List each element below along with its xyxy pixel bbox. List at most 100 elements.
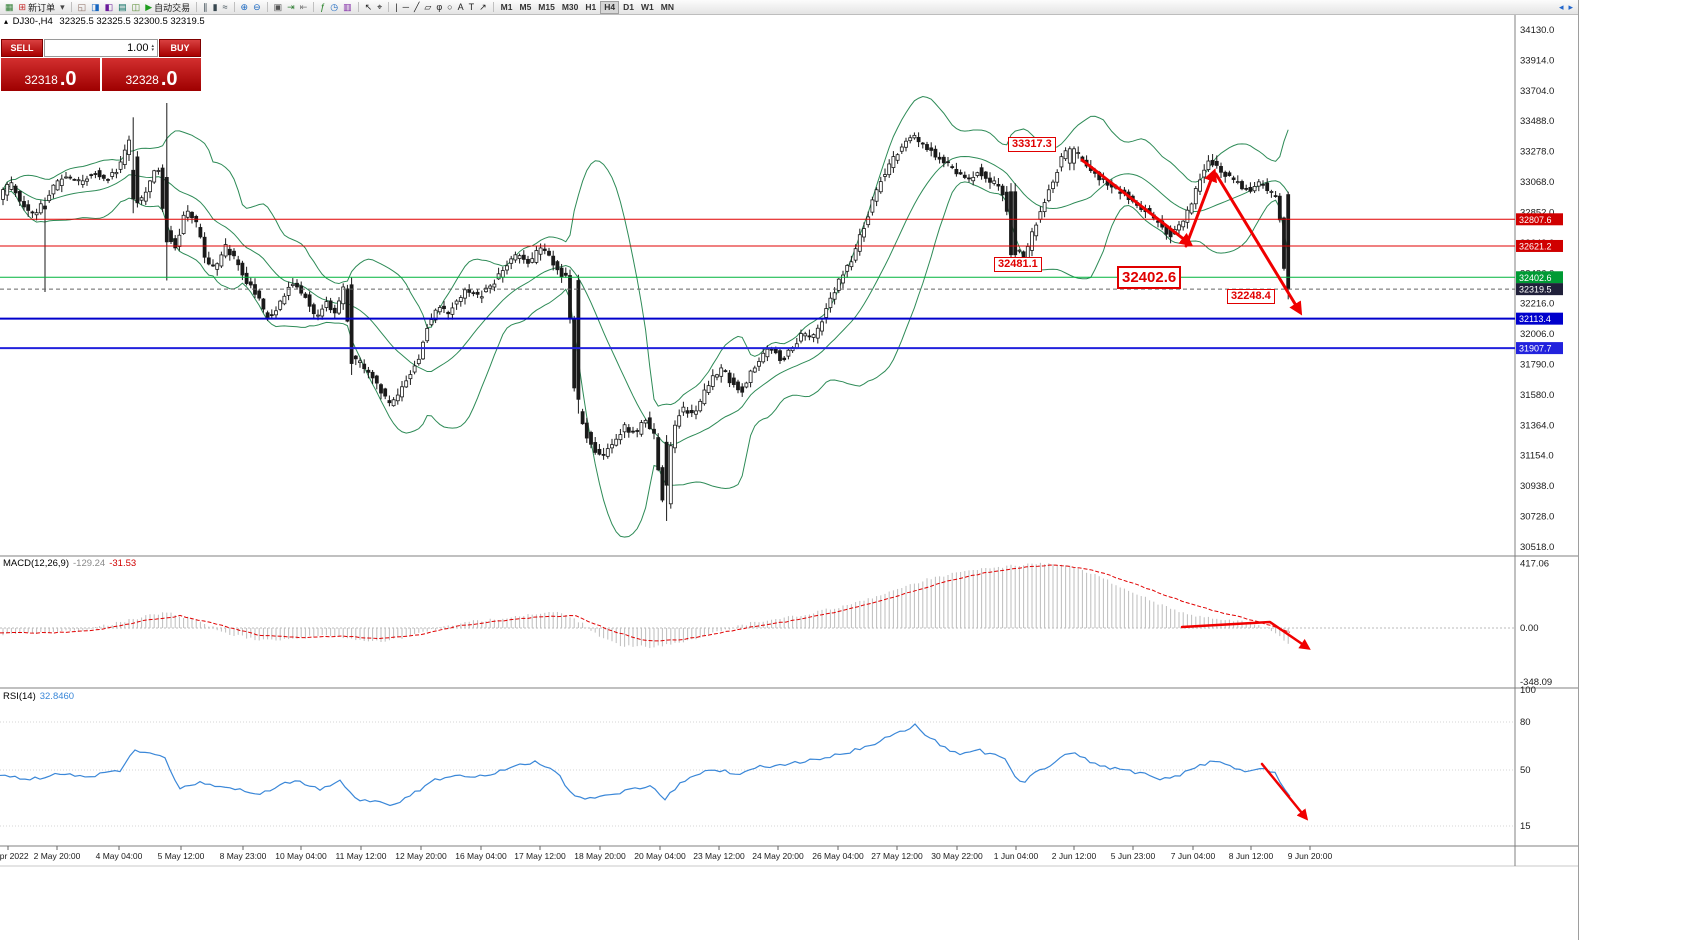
new-order-dropdown-icon[interactable]: ▾	[58, 1, 67, 14]
toolbar-item-label: D1	[623, 2, 635, 12]
ohlc-values: 32325.5 32325.5 32300.5 32319.5	[59, 16, 205, 27]
candlestick-chart-icon[interactable]: ▮	[211, 1, 220, 14]
one-click-trading-panel: SELL 1.00 ▴ ▾ BUY 32318.0 32328.0	[1, 39, 201, 91]
crosshair-icon[interactable]: ⌖	[375, 1, 384, 14]
market-watch-icon[interactable]: ◱	[76, 1, 89, 14]
strategy-tester-icon[interactable]: ◫	[130, 1, 143, 14]
time-axis-label: 20 May 04:00	[634, 851, 686, 861]
timeframe-h1[interactable]: H1	[582, 1, 599, 14]
stepper-down-icon[interactable]: ▾	[151, 47, 154, 53]
time-axis-label: 16 May 04:00	[455, 851, 507, 861]
bar-chart-icon[interactable]: ∥	[201, 1, 210, 14]
ask-price-main: 32328	[125, 73, 159, 87]
bid-price-main: 32318	[24, 73, 58, 87]
timeframe-d1[interactable]: D1	[620, 1, 637, 14]
volume-input[interactable]: 1.00 ▴ ▾	[44, 39, 158, 57]
arrows-tool-icon-glyph: ↗	[479, 1, 487, 12]
navigator-icon[interactable]: ◧	[103, 1, 116, 14]
crosshair-icon-glyph: ⌖	[377, 1, 383, 12]
price-annotation[interactable]: 32481.1	[994, 257, 1042, 272]
indicators-icon-glyph: ƒ	[320, 1, 326, 12]
line-chart-icon[interactable]: ≈	[221, 1, 230, 14]
rsi-name: RSI(14)	[3, 691, 36, 702]
sell-button[interactable]: SELL	[1, 39, 43, 57]
toolbar-scroll-left-icon[interactable]: ◂	[1557, 1, 1566, 14]
time-axis-label: 5 May 12:00	[157, 851, 205, 861]
stepper-up-icon[interactable]: ▴	[151, 43, 154, 49]
zoom-out-icon-glyph: ⊖	[253, 1, 261, 12]
channel-icon-glyph: ▱	[424, 1, 432, 12]
time-axis-label: 1 Jun 04:00	[993, 851, 1039, 861]
time-axis[interactable]: 9 Apr 2022 2 May 20:00 4 May 04:00 5 May 12…	[0, 0, 1578, 940]
auto-scroll-icon[interactable]: ⇥	[285, 1, 297, 14]
new-order-dropdown-icon-glyph: ▾	[60, 1, 65, 12]
chart-shift-icon[interactable]: ⇤	[298, 1, 310, 14]
horizontal-level-lines[interactable]	[0, 218, 1515, 350]
label-icon-glyph: T	[468, 1, 475, 12]
tile-windows-icon[interactable]: ▣	[272, 1, 285, 14]
chart-canvas[interactable]: 34130.0 33914.0 33704.0 33488.0 33278.0 33068…	[0, 0, 1578, 940]
svg-text:33914.0: 33914.0	[1520, 55, 1554, 66]
candlesticks	[1, 103, 1291, 521]
timeframe-mn[interactable]: MN	[658, 1, 677, 14]
zoom-out-icon[interactable]: ⊖	[251, 1, 263, 14]
strategy-tester-icon-glyph: ◫	[131, 1, 141, 12]
svg-text:31580.0: 31580.0	[1520, 390, 1554, 401]
label-icon[interactable]: T	[467, 1, 477, 14]
periods-icon[interactable]: ◷	[328, 1, 340, 14]
chart-ohlc-header: ▴ DJ30-,H4 32325.5 32325.5 32300.5 32319…	[4, 16, 205, 27]
timeframe-h4[interactable]: H4	[600, 0, 620, 14]
cursor-icon[interactable]: ↖	[363, 1, 375, 14]
toolbar-scroll-right-icon-glyph: ▸	[1568, 1, 1573, 12]
horizontal-line-icon[interactable]: ─	[401, 1, 411, 14]
new-chart-icon[interactable]: ▦	[3, 1, 16, 14]
shapes-icon[interactable]: ○	[445, 1, 454, 14]
vertical-line-icon[interactable]: |	[393, 1, 399, 14]
price-annotation[interactable]: 32402.6	[1117, 266, 1182, 289]
trend-arrows[interactable]	[1080, 158, 1311, 821]
bid-price-display[interactable]: 32318.0	[1, 58, 100, 91]
new-order-button[interactable]: ⊞ 新订单	[17, 1, 58, 14]
terminal-icon[interactable]: ▤	[116, 1, 129, 14]
ask-price-display[interactable]: 32328.0	[102, 58, 201, 91]
svg-text:417.06: 417.06	[1520, 558, 1549, 569]
collapse-one-click-icon[interactable]: ▴	[4, 17, 9, 26]
channel-icon[interactable]: ▱	[422, 1, 433, 14]
trendline-icon[interactable]: ╱	[412, 1, 421, 14]
price-annotation[interactable]: 33317.3	[1008, 137, 1056, 152]
zoom-in-icon[interactable]: ⊕	[239, 1, 251, 14]
market-watch-icon-glyph: ◱	[77, 1, 87, 12]
timeframe-w1[interactable]: W1	[638, 1, 657, 14]
toolbar-item-label: 自动交易	[154, 2, 191, 13]
arrows-tool-icon[interactable]: ↗	[477, 1, 489, 14]
timeframe-m1[interactable]: M1	[498, 1, 516, 14]
toolbar-separator	[196, 2, 198, 12]
volume-stepper[interactable]: ▴ ▾	[151, 43, 154, 53]
rsi-label: RSI(14) 32.8460	[3, 691, 74, 702]
timeframe-m5[interactable]: M5	[516, 1, 534, 14]
svg-text:30518.0: 30518.0	[1520, 542, 1554, 553]
autotrading-button[interactable]: ▶ 自动交易	[143, 1, 192, 14]
templates-icon[interactable]: ▥	[341, 1, 354, 14]
new-chart-icon-glyph: ▦	[5, 1, 14, 12]
time-axis-label: 10 May 04:00	[275, 851, 327, 861]
fibonacci-icon[interactable]: φ	[434, 1, 444, 14]
time-axis-label: 8 May 23:00	[219, 851, 267, 861]
application-window: ▦ ⊞ 新订单 ▾ ◱ ◨ ◧ ▤ ◫ ▶ 自动交易 ∥ ▮ ≈ ⊕ ⊖ ▣ ⇥ ⇤ ƒ ◷ ▥ ↖ ⌖ | ─ ╱ ▱ φ ○ A T ↗ M1…	[0, 0, 1579, 940]
time-axis-label: 30 May 22:00	[931, 851, 983, 861]
time-axis-label: 23 May 12:00	[693, 851, 745, 861]
buy-button[interactable]: BUY	[159, 39, 201, 57]
timeframe-m30[interactable]: M30	[559, 1, 582, 14]
time-axis-label: 4 May 04:00	[95, 851, 143, 861]
price-annotation[interactable]: 32248.4	[1227, 289, 1275, 304]
toolbar-scroll-right-icon[interactable]: ▸	[1566, 1, 1575, 14]
text-icon[interactable]: A	[456, 1, 466, 14]
data-window-icon[interactable]: ◨	[89, 1, 102, 14]
time-axis-label: 24 May 20:00	[752, 851, 804, 861]
macd-indicator	[0, 562, 1515, 649]
price-axis: 34130.0 33914.0 33704.0 33488.0 33278.0 33068…	[7, 25, 1554, 850]
indicators-icon[interactable]: ƒ	[318, 1, 327, 14]
svg-text:32852.0: 32852.0	[1520, 207, 1554, 218]
svg-text:33488.0: 33488.0	[1520, 116, 1554, 127]
timeframe-m15[interactable]: M15	[535, 1, 558, 14]
